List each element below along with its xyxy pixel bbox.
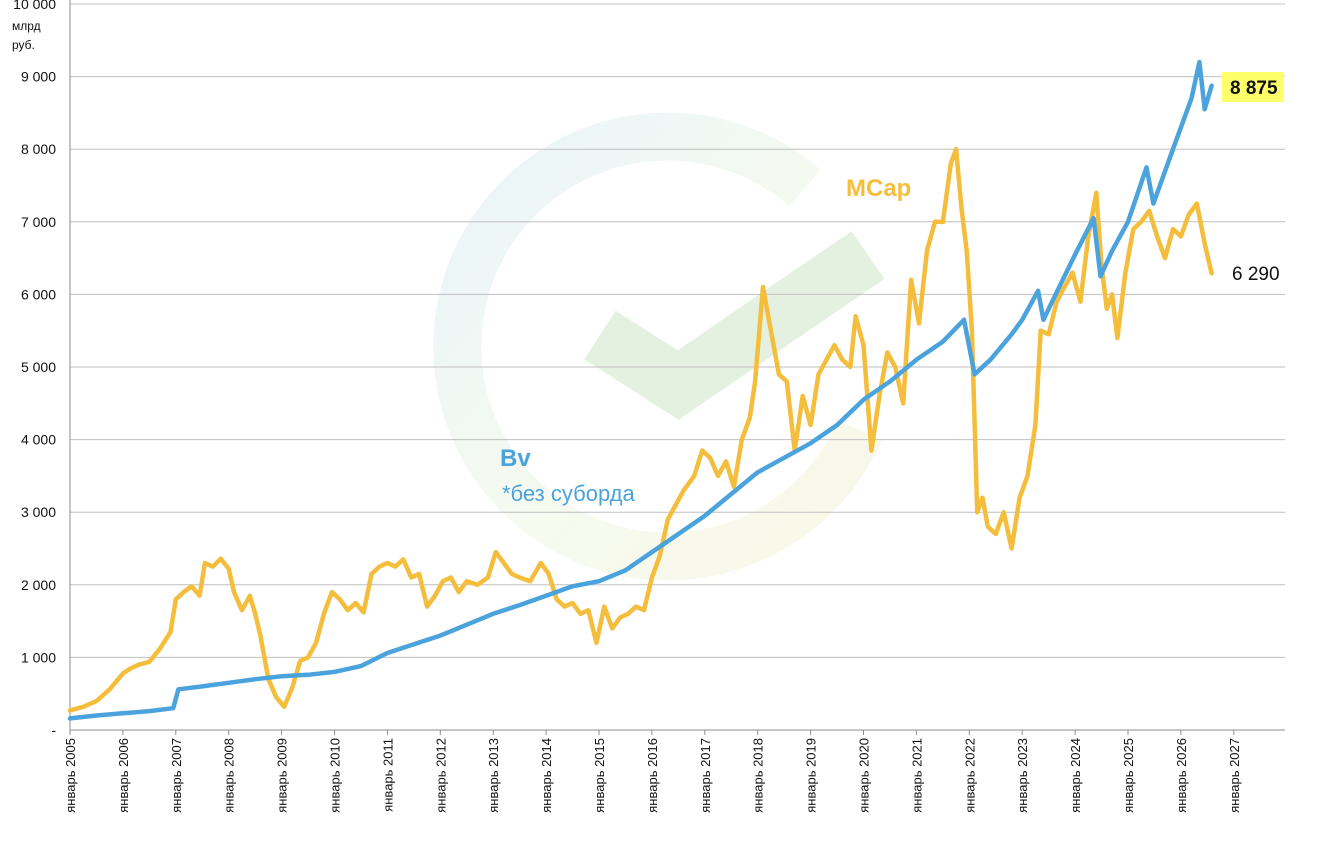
y-tick-label: 10 000: [13, 0, 56, 12]
x-tick-label: январь 2022: [962, 738, 977, 813]
series-line-bv: [67, 59, 1214, 721]
x-tick-label: январь 2007: [169, 738, 184, 813]
x-tick-label: январь 2009: [275, 738, 290, 813]
x-tick-labels: январь 2005 январь 2006 январь 2007 январь …: [63, 730, 1242, 813]
x-tick-label: январь 2011: [380, 738, 395, 812]
x-tick-label: январь 2027: [1227, 738, 1242, 813]
series-lines: [67, 59, 1214, 721]
x-tick-label: январь 2024: [1068, 738, 1083, 813]
x-tick-label: январь 2017: [698, 738, 713, 813]
y-tick-label: 6 000: [21, 286, 56, 302]
bv-series-note: *без суборда: [502, 481, 636, 506]
x-tick-label: январь 2021: [909, 738, 924, 813]
series-line-mcap: [67, 146, 1214, 713]
x-tick-label: январь 2014: [539, 738, 554, 813]
x-tick-label: январь 2020: [857, 738, 872, 813]
x-tick-label: январь 2008: [222, 738, 237, 813]
bv-series-label: Bv: [500, 445, 531, 472]
x-tick-label: январь 2016: [645, 738, 660, 813]
x-tick-label: январь 2019: [804, 738, 819, 813]
mcap-end-value-label: 6 290: [1232, 264, 1280, 285]
bv-end-value-highlight: [1222, 72, 1284, 102]
y-tick-label: 1 000: [21, 649, 56, 665]
bv-end-value-label: 8 875: [1230, 78, 1278, 99]
x-tick-label: январь 2005: [63, 738, 78, 813]
x-tick-label: январь 2010: [328, 738, 343, 813]
y-tick-label: 9 000: [21, 69, 56, 85]
gridlines: [70, 3, 1285, 658]
axes: [69, 0, 1285, 731]
watermark-logo: [433, 112, 885, 581]
x-tick-label: январь 2015: [592, 738, 607, 813]
x-tick-label: январь 2025: [1121, 738, 1136, 813]
y-tick-label: 8 000: [21, 141, 56, 157]
y-tick-label: 7 000: [21, 214, 56, 230]
y-tick-label: -: [51, 722, 56, 738]
x-tick-label: январь 2018: [751, 738, 766, 813]
y-tick-label: 2 000: [21, 577, 56, 593]
x-tick-label: январь 2023: [1015, 738, 1030, 813]
y-tick-label: 3 000: [21, 504, 56, 520]
x-tick-label: январь 2006: [116, 738, 131, 813]
y-unit-label-line1: млрд: [12, 19, 41, 33]
y-tick-labels: - 1 000 2 000 3 000 4 000 5 000 6 000 7 000 8 00…: [13, 0, 56, 738]
x-tick-label: январь 2026: [1174, 738, 1189, 813]
x-tick-label: январь 2012: [433, 738, 448, 813]
y-tick-label: 4 000: [21, 432, 56, 448]
mcap-series-label: MCap: [846, 175, 911, 202]
x-tick-label: январь 2013: [486, 738, 501, 813]
y-tick-label: 5 000: [21, 359, 56, 375]
y-unit-label-line2: руб.: [12, 38, 35, 52]
